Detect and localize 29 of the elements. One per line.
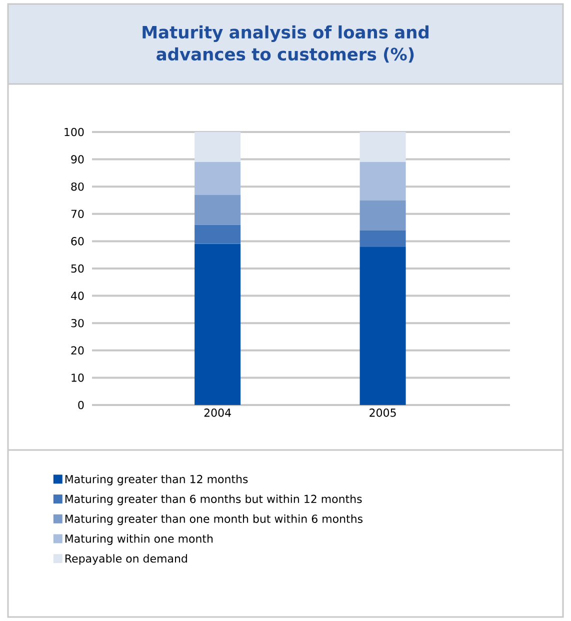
bar: [194, 224, 241, 244]
y-tick-label: 80: [71, 182, 84, 191]
y-tick-label: 0: [78, 400, 84, 410]
x-tick-label: 2005: [370, 408, 396, 417]
y-tick-label: 30: [71, 318, 84, 328]
legend-label: Maturing greater than 6 months but within 12 months: [65, 494, 362, 506]
y-tick-label: 40: [71, 292, 84, 300]
bar: [194, 244, 241, 405]
bar: [360, 162, 406, 200]
bar: [360, 200, 406, 230]
bar: [360, 132, 406, 162]
bar: [360, 246, 406, 405]
y-tick-label: 70: [71, 210, 84, 218]
x-tick-label: 2004: [204, 408, 231, 417]
bar: [194, 132, 241, 162]
y-tick-label: 50: [71, 264, 84, 273]
bar: [194, 162, 241, 195]
y-tick-label: 90: [71, 155, 84, 164]
chart-title: Maturity analysis of loans and advances to customers (%): [142, 25, 428, 63]
y-tick-label: 10: [72, 374, 84, 382]
y-tick-label: 60: [71, 237, 84, 246]
bar: [360, 230, 406, 247]
bar: [194, 194, 241, 225]
legend-label: Maturing within one month: [65, 534, 213, 545]
legend-label: Maturing greater than 12 months: [65, 474, 248, 486]
legend-label: Repayable on demand: [65, 554, 187, 565]
y-tick-label: 100: [64, 128, 84, 136]
y-tick-label: 20: [71, 346, 84, 355]
legend-label: Maturing greater than one month but within 6 months: [65, 514, 363, 526]
